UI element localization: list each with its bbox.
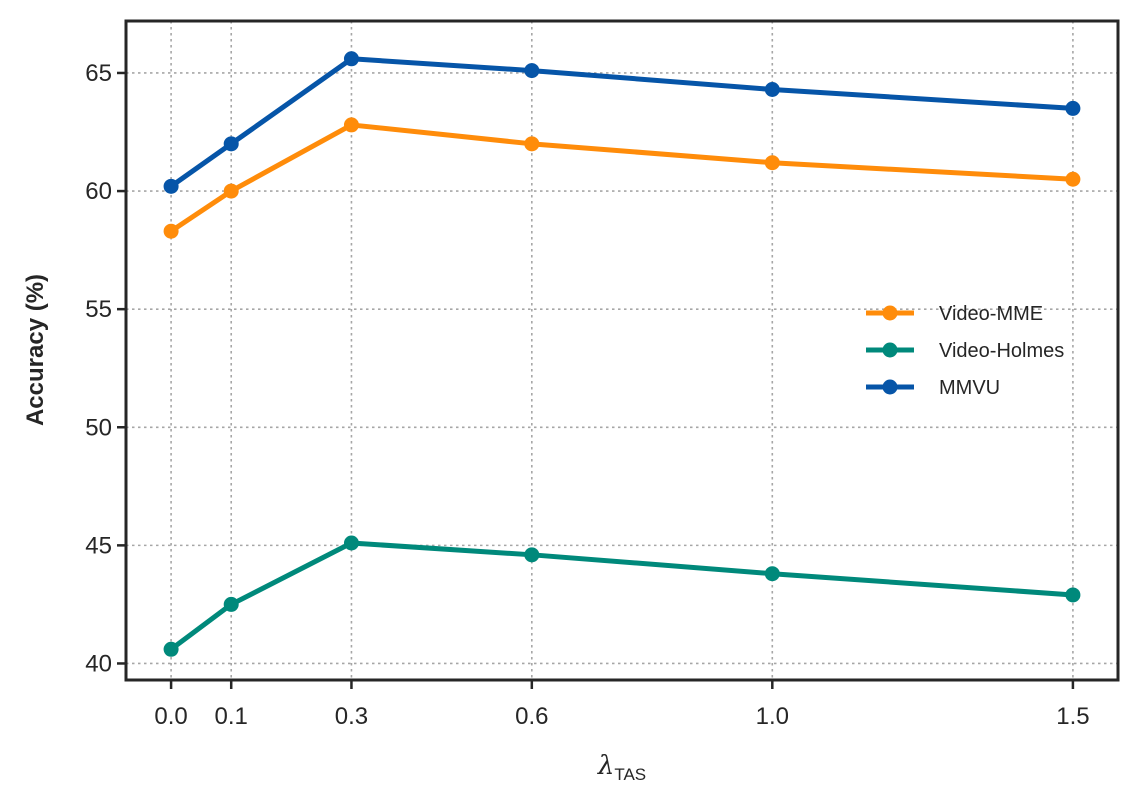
legend-marker xyxy=(882,305,898,321)
legend-marker xyxy=(882,342,898,358)
data-point-video-mme xyxy=(1065,171,1081,187)
data-point-video-mme xyxy=(764,155,780,171)
x-axis-label-lambda: λ xyxy=(597,751,614,781)
legend: Video-MME Video-Holmes MMVU xyxy=(866,303,1064,399)
x-tick-label: 0.3 xyxy=(335,703,368,730)
y-tick-label: 60 xyxy=(85,178,112,205)
y-tick-label: 55 xyxy=(85,296,112,323)
data-point-video-mme xyxy=(524,136,540,152)
data-point-video-mme xyxy=(343,117,359,133)
data-point-video-holmes xyxy=(764,566,780,582)
data-point-video-holmes xyxy=(524,547,540,563)
data-point-mmvu xyxy=(223,136,239,152)
data-point-video-holmes xyxy=(163,641,179,657)
y-tick-label: 45 xyxy=(85,532,112,559)
data-point-video-mme xyxy=(223,183,239,199)
data-point-mmvu xyxy=(524,63,540,79)
legend-item: Video-Holmes xyxy=(866,340,1064,362)
y-tick-label: 40 xyxy=(85,650,112,677)
x-tick-label: 1.0 xyxy=(756,703,789,730)
data-point-video-mme xyxy=(163,223,179,239)
data-point-video-holmes xyxy=(223,596,239,612)
legend-label: MMVU xyxy=(939,377,1000,399)
legend-label: Video-Holmes xyxy=(939,340,1064,362)
data-point-mmvu xyxy=(343,51,359,67)
legend-item: MMVU xyxy=(866,377,1000,399)
x-axis-label-subscript: TAS xyxy=(614,765,646,784)
data-point-mmvu xyxy=(764,81,780,97)
y-tick-label: 50 xyxy=(85,414,112,441)
y-tick-label: 65 xyxy=(85,60,112,87)
x-tick-label: 0.1 xyxy=(215,703,248,730)
x-tick-label: 1.5 xyxy=(1056,703,1089,730)
y-axis-label: Accuracy (%) xyxy=(22,274,49,426)
x-tick-label: 0.6 xyxy=(515,703,548,730)
x-tick-label: 0.0 xyxy=(154,703,187,730)
x-axis-label: λTAS xyxy=(597,751,646,784)
series-group xyxy=(163,51,1081,657)
plot-frame xyxy=(124,19,1120,682)
legend-item: Video-MME xyxy=(866,303,1043,325)
series-line-video-mme xyxy=(168,122,1076,234)
data-point-mmvu xyxy=(163,178,179,194)
series-line-video-holmes xyxy=(168,540,1076,652)
series-line-mmvu xyxy=(168,56,1076,189)
legend-label: Video-MME xyxy=(939,303,1043,325)
data-point-video-holmes xyxy=(1065,587,1081,603)
data-point-mmvu xyxy=(1065,100,1081,116)
data-point-video-holmes xyxy=(343,535,359,551)
axis-ticks: 0.0 0.1 0.3 0.6 1.0 1.5 40 45 50 55 60 65 xyxy=(85,60,1089,730)
legend-marker xyxy=(882,379,898,395)
